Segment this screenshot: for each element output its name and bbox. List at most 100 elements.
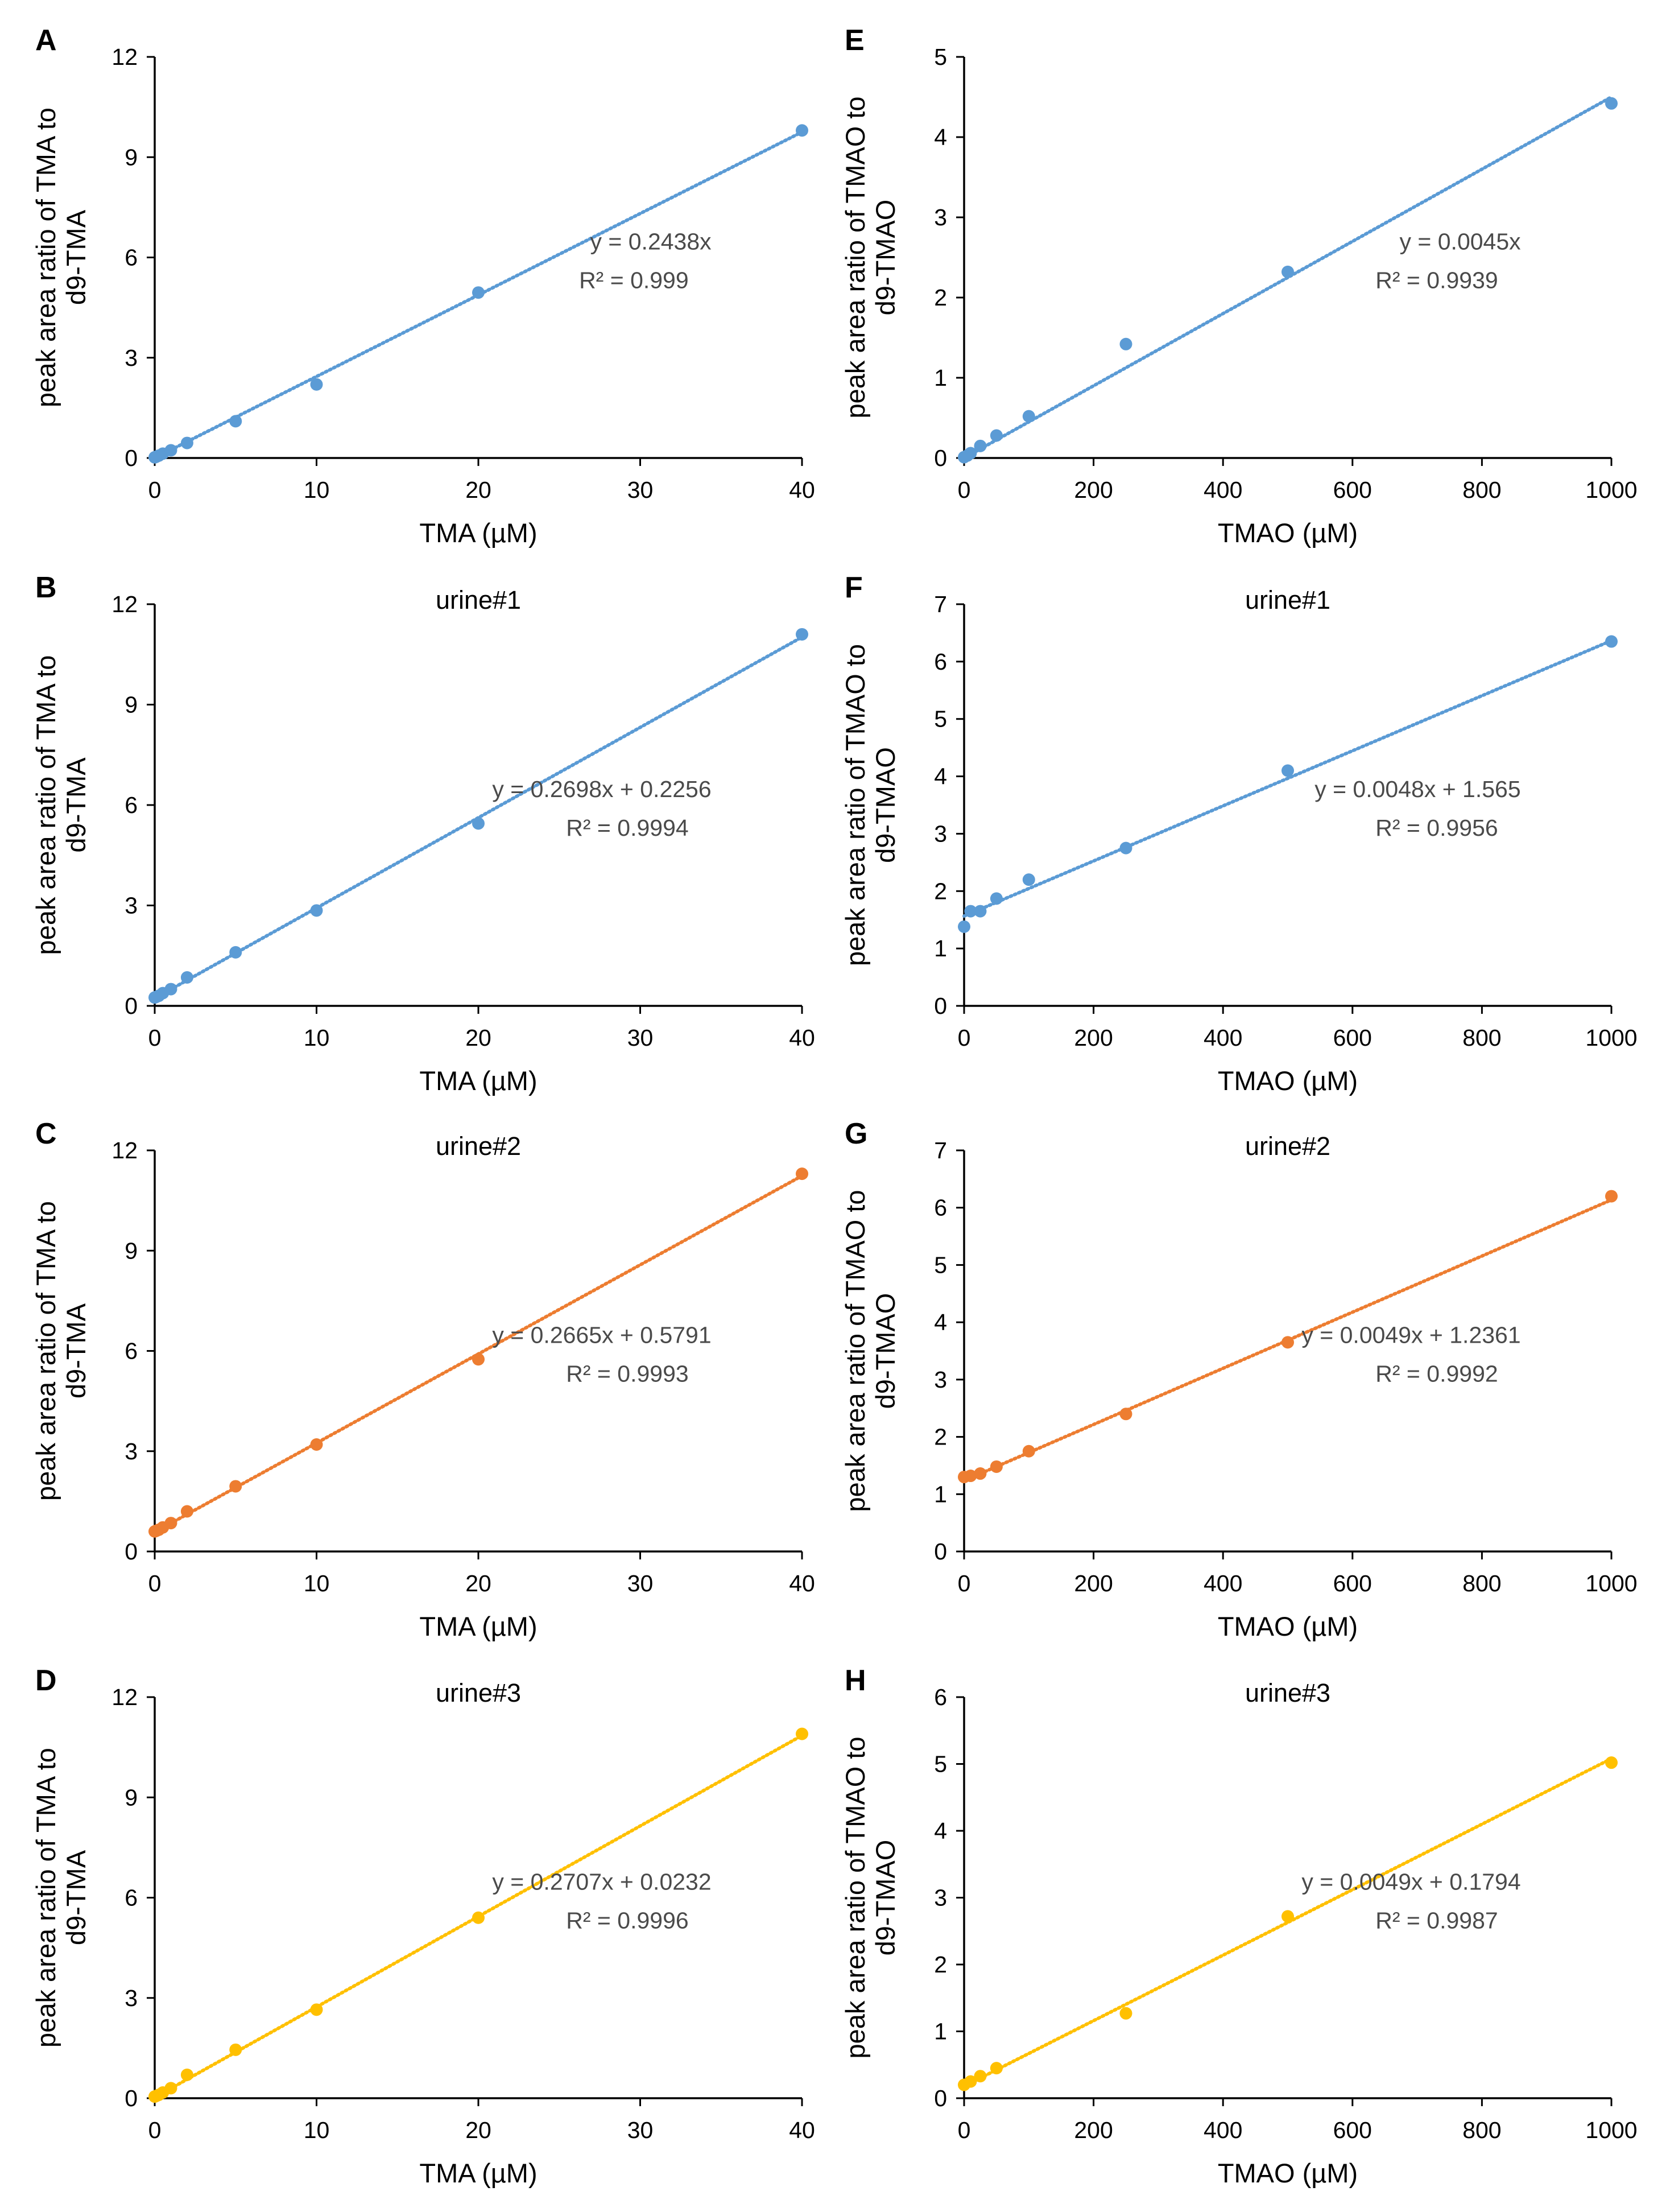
y-axis-title-line1: peak area ratio of TMA to	[31, 1201, 61, 1501]
data-point	[229, 946, 242, 959]
data-point	[1119, 1408, 1132, 1421]
y-tick-label: 6	[934, 1684, 947, 1710]
data-point	[1605, 97, 1618, 110]
x-tick-label: 1000	[1585, 477, 1637, 503]
panel-letter: C	[35, 1117, 57, 1150]
trendline-r-squared: R² = 0.9992	[1375, 1360, 1498, 1386]
data-point	[796, 1727, 808, 1740]
panel-title: urine#3	[1245, 1678, 1330, 1707]
data-point	[229, 2043, 242, 2056]
x-tick-label: 40	[789, 477, 815, 503]
y-tick-label: 7	[934, 591, 947, 617]
trendline-equation: y = 0.2707x + 0.0232	[492, 1868, 711, 1895]
data-point	[310, 904, 323, 917]
data-point	[958, 920, 970, 933]
data-point	[1605, 635, 1618, 648]
chart-panel-a: A 0 3 6 9 12 0 10 20 30 40 TMA (µM) peak area ratio …	[31, 24, 815, 548]
y-axis-title-line1: peak area ratio of TMA to	[31, 1748, 61, 2048]
y-tick-label: 4	[934, 1309, 947, 1335]
y-tick-label: 3	[125, 1985, 138, 2011]
x-tick-label: 1000	[1585, 1570, 1637, 1596]
y-axis-title-line2: d9-TMA	[61, 1303, 91, 1398]
data-point	[990, 892, 1003, 905]
data-point	[974, 2070, 987, 2083]
chart-panel-e: E 0 1 2 3 4 5 0 200 400 600 800 1000 TMAO (µM) peak ar…	[840, 24, 1638, 548]
x-tick-label: 30	[627, 477, 654, 503]
data-point	[180, 971, 193, 984]
data-point	[1022, 1445, 1035, 1458]
x-tick-label: 600	[1333, 2117, 1372, 2143]
trendline-r-squared: R² = 0.9987	[1375, 1907, 1498, 1933]
x-tick-label: 40	[789, 1025, 815, 1051]
y-axis-title-line1: peak area ratio of TMAO to	[840, 1736, 870, 2058]
data-point	[796, 1167, 808, 1181]
x-tick-label: 600	[1333, 477, 1372, 503]
trendline	[962, 639, 1613, 918]
panel-title: urine#2	[1245, 1132, 1330, 1161]
x-tick-label: 1000	[1585, 1025, 1637, 1051]
y-tick-label: 0	[125, 2085, 138, 2111]
x-tick-label: 30	[627, 1025, 654, 1051]
data-point	[990, 1460, 1003, 1473]
y-tick-label: 5	[934, 706, 947, 732]
data-point	[180, 436, 193, 449]
panel-letter: G	[845, 1117, 867, 1150]
x-tick-label: 0	[148, 2117, 162, 2143]
x-tick-label: 0	[148, 1025, 162, 1051]
y-tick-label: 2	[934, 1424, 947, 1450]
y-tick-label: 0	[125, 993, 138, 1019]
data-point	[1281, 1910, 1294, 1923]
panel-title: urine#1	[1245, 585, 1330, 614]
data-point	[310, 1438, 323, 1451]
panel-title: urine#3	[436, 1678, 521, 1707]
x-axis-title: TMA (µM)	[419, 518, 537, 548]
x-tick-label: 800	[1462, 1570, 1501, 1596]
trendline-r-squared: R² = 0.9993	[566, 1360, 688, 1386]
y-tick-label: 5	[934, 1751, 947, 1777]
y-tick-label: 5	[934, 1252, 947, 1278]
y-tick-label: 6	[125, 792, 138, 818]
y-tick-label: 1	[934, 2019, 947, 2045]
trendline-equation: y = 0.0049x + 0.1794	[1301, 1868, 1520, 1895]
x-tick-label: 0	[958, 1025, 971, 1051]
trendline-equation: y = 0.2438x	[590, 228, 712, 254]
x-tick-label: 0	[958, 1570, 971, 1596]
y-axis-title-line1: peak area ratio of TMAO to	[840, 644, 870, 966]
data-point	[164, 1517, 177, 1530]
panel-letter: E	[845, 24, 865, 57]
y-tick-label: 9	[125, 144, 138, 170]
x-tick-label: 20	[465, 2117, 491, 2143]
y-tick-label: 6	[934, 1195, 947, 1221]
y-tick-label: 0	[934, 1538, 947, 1565]
x-tick-label: 800	[1462, 2117, 1501, 2143]
data-point	[964, 905, 977, 918]
panel-title: urine#2	[436, 1132, 521, 1161]
y-axis-title-line1: peak area ratio of TMAO to	[840, 1190, 870, 1512]
data-point	[180, 1505, 193, 1518]
y-axis-title-line2: d9-TMAO	[870, 200, 900, 316]
trendline-r-squared: R² = 0.9994	[566, 815, 688, 841]
x-tick-label: 400	[1204, 2117, 1242, 2143]
y-tick-label: 1	[934, 365, 947, 391]
x-tick-label: 40	[789, 1570, 815, 1596]
x-tick-label: 0	[148, 477, 162, 503]
x-tick-label: 20	[465, 1025, 491, 1051]
x-tick-label: 400	[1204, 1025, 1242, 1051]
y-tick-label: 12	[111, 591, 138, 617]
x-axis-title: TMAO (µM)	[1218, 1611, 1358, 1641]
y-tick-label: 4	[934, 124, 947, 150]
panel-letter: A	[35, 24, 57, 57]
x-tick-label: 200	[1074, 477, 1113, 503]
x-tick-label: 0	[148, 1570, 162, 1596]
x-tick-label: 800	[1462, 1025, 1501, 1051]
y-tick-label: 6	[934, 649, 947, 675]
data-point	[964, 1470, 977, 1483]
x-tick-label: 10	[304, 477, 330, 503]
x-tick-label: 10	[304, 1570, 330, 1596]
x-tick-label: 10	[304, 1025, 330, 1051]
y-axis-title-line2: d9-TMAO	[870, 1840, 900, 1956]
data-point	[472, 286, 485, 299]
panel-letter: H	[845, 1664, 866, 1697]
y-tick-label: 0	[934, 993, 947, 1019]
